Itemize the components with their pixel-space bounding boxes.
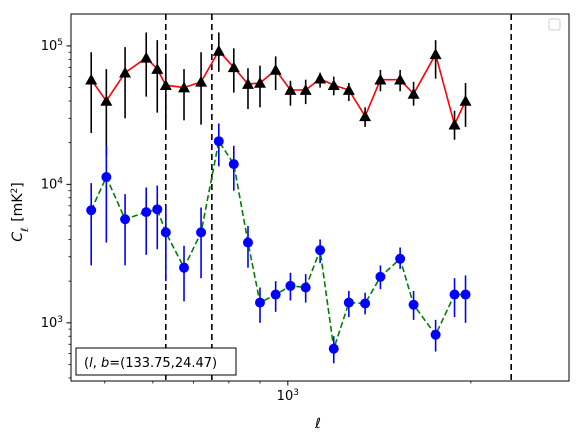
triangle-series-point [178, 81, 191, 93]
circle-series-point [395, 253, 406, 264]
circle-series-point [86, 205, 97, 216]
triangle-series-point [159, 79, 172, 91]
circle-series-point [141, 207, 152, 218]
triangle-series-point [151, 63, 164, 74]
circle-series-point [430, 329, 441, 340]
circle-series-point [315, 245, 326, 256]
circle-series-point [120, 214, 131, 225]
y-tick-label: 103 [41, 315, 63, 331]
circle-series-point [179, 262, 190, 273]
legend-box [548, 18, 561, 31]
circle-series-point [254, 297, 265, 308]
triangle-series-point [448, 118, 461, 130]
circle-series-point [228, 159, 239, 170]
triangle-series-point [342, 84, 355, 95]
circle-series-point [270, 289, 281, 300]
circle-series-point [300, 282, 311, 293]
circle-series-point [328, 343, 339, 354]
x-axis-label: ℓ [314, 416, 321, 432]
circle-series-point [343, 297, 354, 308]
triangle-series-point [85, 73, 98, 85]
circle-series-point [160, 227, 171, 238]
annotation-box: (l, b=(133.75,24.47) [75, 347, 237, 376]
circle-series-point [360, 298, 371, 309]
triangle-series-point [195, 75, 208, 87]
circle-series-point [408, 299, 419, 310]
triangle-series-point [100, 95, 113, 106]
triangle-series-point [374, 73, 387, 85]
triangle-series-point [227, 61, 240, 73]
triangle-series-point [394, 73, 407, 85]
circle-series-point [449, 289, 460, 300]
y-tick-label: 104 [41, 176, 64, 192]
circle-series-point [375, 271, 386, 282]
y-tick-label: 105 [41, 38, 63, 54]
triangle-series-point [253, 76, 266, 88]
circle-series-point [213, 136, 224, 147]
triangle-series-point [407, 87, 420, 99]
triangle-series-point [459, 95, 472, 106]
triangle-series-point [140, 51, 153, 63]
circle-series-point [152, 204, 163, 215]
triangle-series-point [359, 110, 372, 122]
triangle-series-point [299, 84, 312, 95]
triangle-series-point [241, 78, 254, 89]
y-axis-label: Cℓ[mK2] [10, 182, 31, 241]
triangle-series-point [314, 72, 327, 84]
circle-series-point [285, 280, 296, 291]
annotation-frame [75, 347, 237, 376]
plot-area [85, 14, 513, 381]
x-tick-label: 103 [277, 388, 299, 404]
circle-series-point [460, 289, 471, 300]
axes: 103 103 104 105 [41, 13, 570, 404]
triangle-series-point [284, 84, 297, 95]
triangle-series-point [119, 66, 132, 78]
triangle-series-point [327, 79, 340, 91]
triangle-series-point [212, 44, 225, 56]
annotation-label: (l, b=(133.75,24.47) [84, 356, 217, 371]
circle-series-point [196, 227, 207, 238]
circle-series-point [101, 172, 112, 183]
triangle-series-point [269, 63, 282, 75]
circle-series-point [242, 237, 253, 248]
triangle-series-point [429, 48, 442, 60]
